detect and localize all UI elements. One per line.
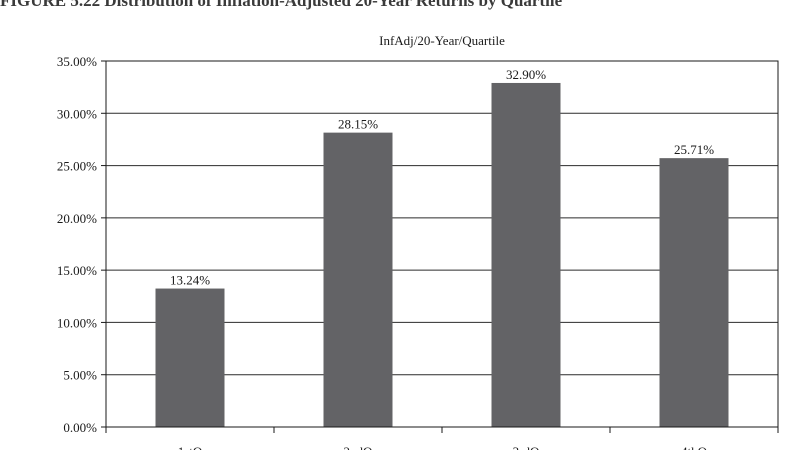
y-tick-label: 0.00% [63, 420, 97, 435]
figure-heading: FIGURE 5.22 Distribution of Inflation-Ad… [0, 0, 563, 10]
y-tick-label: 10.00% [57, 315, 97, 330]
y-tick-label: 5.00% [63, 368, 97, 383]
y-tick-label: 35.00% [57, 54, 97, 69]
data-labels: 13.24% 28.15% 32.90% 25.71% [170, 67, 714, 288]
y-tick-label: 30.00% [57, 106, 97, 121]
data-label-2ndQ: 28.15% [338, 117, 378, 132]
data-label-3rdQ: 32.90% [506, 67, 546, 82]
chart-title: InfAdj/20-Year/Quartile [379, 33, 505, 48]
bar-3rdQ [491, 82, 561, 428]
bars [155, 82, 729, 428]
x-tick-label: 4thQ [681, 444, 708, 450]
axes: 0.00% 5.00% 10.00% 15.00% 20.00% 25.00% 30.00%… [57, 54, 779, 450]
plot-border [105, 60, 779, 428]
y-tick-label: 20.00% [57, 211, 97, 226]
x-tick-label: 2ndQ [344, 444, 374, 450]
data-label-1stQ: 13.24% [170, 273, 210, 288]
x-tick-label: 1stQ [178, 444, 203, 450]
data-label-4thQ: 25.71% [674, 142, 714, 157]
y-tick-label: 15.00% [57, 263, 97, 278]
bar-2ndQ [323, 132, 393, 428]
bar-4thQ [659, 158, 729, 427]
x-tick-label: 3rdQ [513, 444, 540, 450]
y-tick-label: 25.00% [57, 159, 97, 174]
bar-1stQ [155, 288, 225, 427]
